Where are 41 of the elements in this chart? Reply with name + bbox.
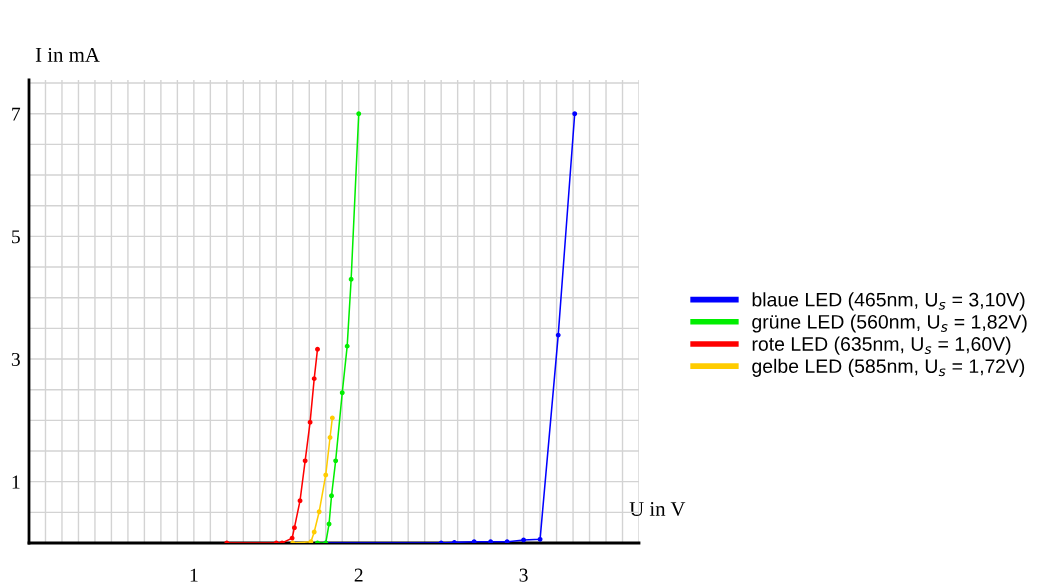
point — [504, 539, 510, 543]
point — [323, 472, 329, 478]
point — [289, 535, 295, 541]
point — [471, 539, 477, 543]
x-axis-title: U in V — [629, 501, 686, 517]
x-tick-label: 3 — [519, 568, 528, 582]
point — [348, 276, 354, 282]
point — [292, 525, 297, 531]
point — [329, 415, 335, 421]
point — [356, 111, 362, 117]
legend-label: rote LED (635nm, U$_{s}$ = 1,60V) — [752, 336, 1011, 355]
y-tick-label: 5 — [12, 230, 20, 244]
point — [326, 521, 332, 527]
x-tick-label: 2 — [354, 568, 363, 582]
point — [344, 343, 350, 349]
point — [307, 419, 313, 425]
point — [339, 390, 345, 396]
point — [311, 529, 317, 535]
point — [316, 509, 322, 515]
point — [521, 537, 527, 543]
x-tick-label: 1 — [190, 568, 198, 582]
legend-label: blaue LED (465nm, U$_{s}$ = 3,10V) — [752, 292, 1025, 311]
point — [302, 458, 308, 464]
y-tick-label: 1 — [12, 475, 20, 489]
point — [308, 539, 314, 543]
legend-label: grüne LED (560nm, U$_{s}$ = 1,82V) — [752, 314, 1027, 333]
y-tick-label: 3 — [11, 352, 20, 366]
point — [333, 458, 339, 464]
point — [311, 376, 317, 382]
point — [327, 435, 333, 440]
y-axis-title: I in mA — [35, 47, 100, 62]
point — [297, 498, 303, 504]
point — [555, 332, 561, 338]
point — [537, 536, 543, 542]
point — [329, 493, 334, 499]
y-tick-label: 7 — [12, 107, 21, 121]
point — [488, 539, 494, 543]
legend-label: gelbe LED (585nm, U$_{s}$ = 1,72V) — [752, 358, 1025, 377]
point — [572, 111, 578, 117]
point — [315, 346, 320, 352]
point — [451, 539, 457, 543]
